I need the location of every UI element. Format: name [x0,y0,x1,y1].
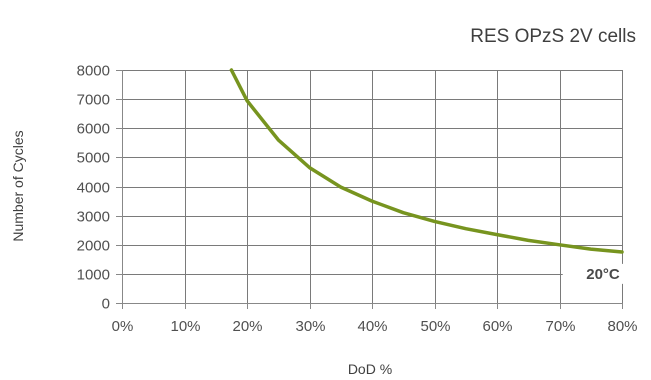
y-tick-label: 4000 [77,180,110,197]
x-tick-label: 20% [232,318,262,335]
series [229,68,624,254]
y-tick-label: 6000 [77,121,110,138]
y-tick-label: 1000 [77,267,110,284]
y-tick-label: 8000 [77,63,110,80]
y-tick-label: 5000 [77,150,110,167]
x-tick-label: 80% [607,318,637,335]
x-tick-label: 40% [357,318,387,335]
x-tick-label: 30% [295,318,325,335]
y-tick-label: 7000 [77,92,110,109]
x-tick-label: 60% [482,318,512,335]
x-axis-tick-labels: 0% 10% 20% 30% 40% 50% 60% 70% 80% [112,318,638,335]
y-tick-label: 3000 [77,209,110,226]
y-tick-label: 2000 [77,238,110,255]
x-tick-label: 0% [112,318,134,335]
axes [116,70,623,309]
x-axis-label: DoD % [348,361,392,377]
x-tick-label: 70% [545,318,575,335]
y-axis-tick-labels: 0 1000 2000 3000 4000 5000 6000 7000 8000 [77,63,110,313]
annotation-background [562,263,625,284]
series-line-cycles-vs-dod [229,68,624,254]
x-tick-label: 10% [170,318,200,335]
grid [122,70,623,303]
chart-title: RES OPzS 2V cells [470,26,636,47]
y-tick-label: 0 [102,296,110,313]
temperature-annotation: 20°C [586,266,620,283]
x-tick-label: 50% [420,318,450,335]
y-axis-label: Number of Cycles [10,130,26,241]
